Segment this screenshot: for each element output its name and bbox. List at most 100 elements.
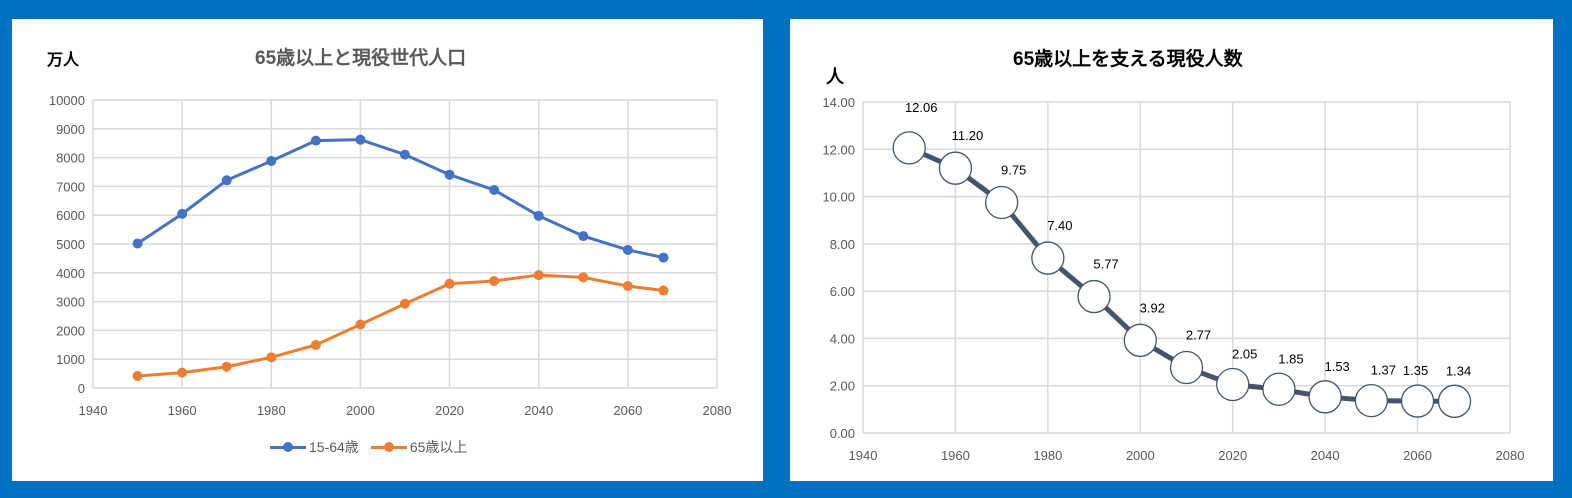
chart-title: 65歳以上と現役世代人口: [255, 48, 467, 69]
data-point: [355, 134, 366, 145]
support-ratio-chart-panel: 0.00 2.00 4.00 6.00 8.00 10.00 12.00 14.00 1940 1…: [790, 19, 1553, 481]
x-tick-label: 2020: [435, 403, 464, 418]
data-point: [221, 361, 232, 372]
data-label: 7.40: [1047, 218, 1072, 233]
series-line: [137, 273, 664, 378]
data-point: [177, 367, 188, 378]
data-label: 11.20: [952, 128, 984, 143]
y-tick-label: 6000: [56, 208, 85, 223]
legend-label: 65歳以上: [409, 439, 468, 455]
y-tick-label: 6.00: [830, 284, 855, 299]
data-label: 2.05: [1232, 347, 1257, 362]
y-tick-label: 2000: [56, 323, 85, 338]
y-tick-label: 10000: [49, 93, 85, 108]
data-point: [892, 131, 926, 165]
y-axis-unit: 万人: [47, 52, 80, 69]
legend-item-elderly: 65歳以上: [370, 437, 468, 457]
x-tick-label: 2040: [524, 403, 553, 418]
data-point: [622, 244, 633, 255]
y-tick-label: 9000: [56, 122, 85, 137]
data-point: [984, 185, 1019, 220]
data-point: [132, 371, 143, 382]
x-tick-label: 1980: [257, 403, 286, 418]
data-point: [622, 281, 633, 292]
x-tick-label: 2040: [1311, 448, 1340, 463]
legend-item-working-age: 15-64歳: [270, 437, 359, 457]
data-label: 1.35: [1403, 363, 1428, 378]
x-tick-label: 2020: [1218, 448, 1247, 463]
x-tick-label: 1940: [849, 448, 878, 463]
y-tick-label: 12.00: [822, 142, 855, 157]
x-tick-label: 2060: [613, 403, 642, 418]
y-tick-label: 8000: [56, 151, 85, 166]
x-tick-label: 1960: [168, 403, 197, 418]
data-point: [177, 208, 188, 219]
y-tick-label: 3000: [56, 295, 85, 310]
x-tick-label: 2000: [346, 403, 375, 418]
x-tick-label: 1960: [941, 448, 970, 463]
legend: 15-64歳 65歳以上: [270, 437, 467, 457]
data-point: [1354, 383, 1389, 418]
data-point: [355, 319, 366, 330]
data-point: [310, 340, 321, 351]
data-point: [266, 155, 277, 166]
y-tick-label: 10.00: [822, 190, 855, 205]
legend-label: 15-64歳: [309, 439, 359, 455]
data-point: [400, 298, 410, 309]
data-point: [1308, 380, 1342, 414]
data-point: [310, 135, 321, 146]
data-point: [266, 352, 277, 363]
data-point: [489, 185, 500, 195]
data-point: [444, 278, 455, 289]
legend-marker-blue: [270, 441, 306, 452]
data-label: 5.77: [1093, 257, 1118, 272]
x-tick-label: 2000: [1126, 448, 1155, 463]
y-tick-label: 7000: [56, 179, 85, 194]
y-tick-label: 5000: [56, 237, 85, 252]
data-point: [658, 252, 669, 263]
data-point: [132, 238, 143, 249]
data-point: [1437, 384, 1472, 418]
data-label: 12.06: [905, 100, 938, 115]
x-tick-label: 2080: [703, 403, 732, 418]
data-label: 1.53: [1324, 359, 1349, 374]
y-tick-label: 1000: [56, 352, 85, 367]
y-axis-unit: 人: [826, 67, 844, 87]
data-point: [1400, 384, 1435, 418]
data-point: [938, 151, 973, 185]
data-point: [578, 231, 589, 242]
data-point: [1216, 367, 1250, 402]
x-tick-label: 1940: [79, 403, 108, 418]
data-point: [444, 169, 455, 180]
y-tick-label: 4.00: [830, 331, 855, 346]
y-tick-label: 14.00: [822, 95, 855, 110]
y-tick-label: 8.00: [830, 237, 855, 252]
support-ratio-chart: 0.00 2.00 4.00 6.00 8.00 10.00 12.00 14.00 1940 1…: [822, 95, 1525, 463]
data-point: [1262, 372, 1296, 406]
y-tick-label: 2.00: [830, 379, 855, 394]
legend-marker-orange: [370, 441, 407, 452]
data-point: [400, 149, 410, 160]
data-point: [1169, 350, 1204, 385]
data-point: [533, 270, 544, 281]
x-tick-label: 1980: [1033, 448, 1062, 463]
data-point: [578, 272, 589, 283]
data-label: 2.77: [1186, 328, 1211, 343]
y-tick-label: 4000: [56, 266, 85, 281]
data-label: 1.34: [1446, 363, 1471, 378]
data-point: [1031, 241, 1065, 275]
y-tick-label: 0: [78, 381, 85, 396]
data-point: [1077, 279, 1111, 314]
population-chart: 0 1000 2000 3000 4000 5000 6000 7000 8000 9000 100…: [49, 93, 732, 418]
data-point: [489, 275, 500, 286]
x-tick-label: 2060: [1403, 448, 1432, 463]
y-tick-label: 0.00: [830, 426, 855, 441]
data-point: [221, 175, 232, 186]
x-tick-label: 2080: [1496, 448, 1525, 463]
data-point: [658, 285, 669, 296]
data-label: 1.85: [1278, 351, 1303, 366]
data-label: 3.92: [1140, 300, 1165, 315]
data-point: [533, 210, 544, 221]
data-label: 1.37: [1371, 363, 1396, 378]
chart-title: 65歳以上を支える現役人数: [1013, 49, 1243, 70]
